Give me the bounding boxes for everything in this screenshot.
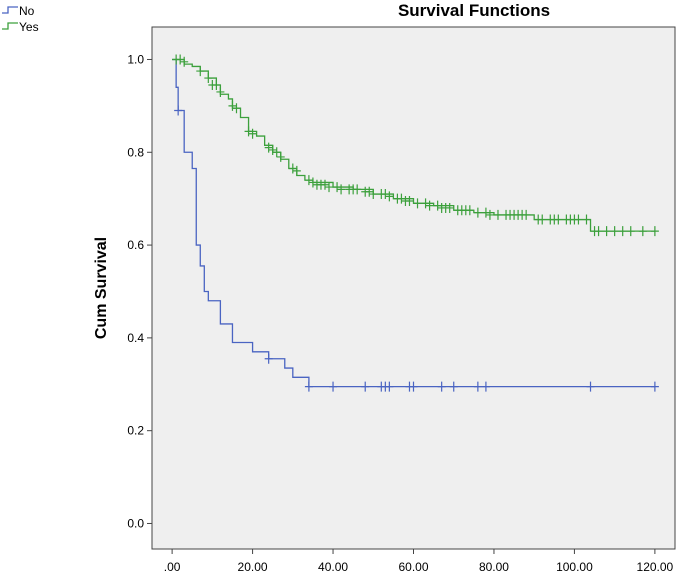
censor-mark-yes <box>385 191 394 202</box>
y-tick-label: 1.0 <box>127 52 144 66</box>
censor-mark-yes <box>465 205 474 216</box>
y-axis-label: Cum Survival <box>93 237 110 339</box>
series-line-no <box>172 58 655 388</box>
censor-mark-yes <box>232 103 241 114</box>
censor-mark-no <box>304 381 313 392</box>
censor-mark-yes <box>276 151 285 162</box>
censor-mark-yes <box>272 147 281 158</box>
censor-mark-yes <box>308 177 317 188</box>
censor-mark-yes <box>325 182 334 193</box>
censor-mark-yes <box>602 226 611 237</box>
y-tick-label: 0.0 <box>127 516 144 530</box>
censor-mark-yes <box>353 184 362 195</box>
censor-mark-yes <box>268 144 277 155</box>
x-tick-label: 120.00 <box>637 560 674 574</box>
censor-mark-yes <box>365 186 374 197</box>
legend: No Yes <box>2 4 39 34</box>
censor-mark-yes <box>333 182 342 193</box>
censor-mark-yes <box>204 73 213 84</box>
x-tick-label: 80.00 <box>479 560 509 574</box>
censor-mark-yes <box>248 128 257 139</box>
censor-mark-yes <box>538 214 547 225</box>
x-tick-label: 100.00 <box>556 560 593 574</box>
legend-swatch-yes <box>2 22 18 30</box>
censor-mark-no <box>650 381 659 392</box>
censor-mark-yes <box>582 214 591 225</box>
censor-mark-yes <box>405 196 414 206</box>
censor-mark-no <box>409 381 418 392</box>
censor-mark-no <box>174 105 183 116</box>
censor-mark-yes <box>320 179 329 190</box>
censor-mark-yes <box>481 207 490 218</box>
legend-swatch-no <box>2 6 18 14</box>
censor-mark-yes <box>425 200 434 211</box>
censor-mark-yes <box>574 214 583 225</box>
y-tick-label: 0.4 <box>127 331 144 345</box>
censor-mark-yes <box>638 226 647 237</box>
plot-area <box>151 26 676 550</box>
censor-mark-yes <box>228 100 237 111</box>
censor-mark-yes <box>180 56 189 67</box>
series-group <box>172 54 659 392</box>
censor-mark-yes <box>244 126 253 137</box>
censor-mark-yes <box>485 209 494 220</box>
censor-mark-yes <box>292 165 301 176</box>
censor-mark-yes <box>554 214 563 225</box>
y-tick-label: 0.8 <box>127 145 144 159</box>
censor-mark-yes <box>473 207 482 218</box>
x-tick-label: 20.00 <box>238 560 268 574</box>
chart-title: Survival Functions <box>398 1 550 20</box>
censor-mark-no <box>449 381 458 392</box>
censor-mark-yes <box>337 184 346 195</box>
censor-mark-no <box>586 381 595 392</box>
censor-mark-yes <box>196 66 205 77</box>
legend-label-yes: Yes <box>19 20 39 34</box>
censor-mark-yes <box>493 209 502 220</box>
censor-mark-yes <box>522 209 531 220</box>
censor-mark-yes <box>176 54 185 65</box>
censor-mark-yes <box>216 86 225 97</box>
y-tick-label: 0.6 <box>127 238 144 252</box>
y-tick-label: 0.2 <box>127 424 144 438</box>
censor-mark-yes <box>650 226 659 237</box>
censor-mark-no <box>481 381 490 392</box>
censor-mark-yes <box>381 189 390 200</box>
censor-mark-yes <box>264 142 273 153</box>
axes: 0.0 0.2 0.4 0.6 0.8 1.0 .00 20.00 40.00 60.00 80.0… <box>127 52 673 574</box>
censor-mark-no <box>385 381 394 392</box>
censor-mark-yes <box>288 163 297 174</box>
censor-mark-yes <box>304 175 313 186</box>
censor-mark-yes <box>369 189 378 200</box>
censor-mark-yes <box>413 198 422 209</box>
censor-mark-yes <box>618 226 627 237</box>
censor-mark-no <box>437 381 446 392</box>
legend-label-no: No <box>19 4 35 18</box>
censor-mark-yes <box>610 226 619 237</box>
x-tick-label: .00 <box>164 560 181 574</box>
censor-mark-no <box>361 381 370 392</box>
x-tick-label: 40.00 <box>318 560 348 574</box>
censor-mark-yes <box>433 200 442 211</box>
censor-mark-yes <box>421 198 430 209</box>
x-tick-label: 60.00 <box>398 560 428 574</box>
censor-mark-yes <box>397 193 406 204</box>
censor-mark-yes <box>445 202 454 213</box>
censor-mark-no <box>329 381 338 392</box>
censor-mark-no <box>264 353 273 364</box>
censor-mark-yes <box>626 226 635 237</box>
censor-mark-no <box>473 381 482 392</box>
censor-mark-yes <box>212 80 221 90</box>
censor-mark-yes <box>594 226 603 237</box>
